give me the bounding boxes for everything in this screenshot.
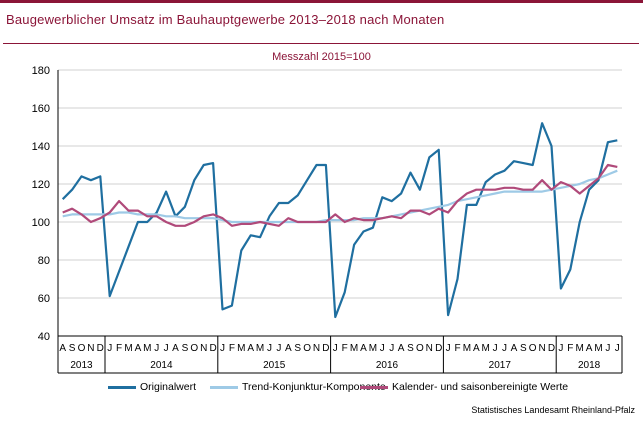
y-tick-label: 100 xyxy=(32,217,50,229)
x-tick-label: D xyxy=(209,343,216,354)
x-tick-label: F xyxy=(567,343,573,354)
x-tick-label: D xyxy=(548,343,555,354)
x-tick-label: A xyxy=(398,343,405,354)
x-tick-label: M xyxy=(482,343,490,354)
x-tick-label: J xyxy=(107,343,112,354)
x-tick-label: J xyxy=(380,343,385,354)
y-tick-label: 80 xyxy=(38,255,50,267)
x-tick-label: D xyxy=(322,343,329,354)
year-label: 2013 xyxy=(70,360,93,371)
series-line-1 xyxy=(62,169,618,224)
chart-title: Baugewerblicher Umsatz im Bauhauptgewerb… xyxy=(6,12,445,27)
x-tick-label: N xyxy=(313,343,320,354)
x-tick-label: J xyxy=(615,343,620,354)
x-tick-label: A xyxy=(247,343,254,354)
legend-item-original: Originalwert xyxy=(108,381,196,393)
x-tick-label: O xyxy=(529,343,537,354)
x-tick-label: A xyxy=(135,343,142,354)
x-tick-label: M xyxy=(237,343,245,354)
x-tick-label: J xyxy=(502,343,507,354)
x-tick-label: J xyxy=(446,343,451,354)
legend-label-trend: Trend-Konjunktur-Komponente xyxy=(242,381,386,393)
x-tick-label: M xyxy=(594,343,602,354)
x-tick-label: A xyxy=(59,343,66,354)
x-tick-label: F xyxy=(454,343,460,354)
x-tick-label: D xyxy=(97,343,104,354)
y-tick-label: 120 xyxy=(32,179,50,191)
y-tick-label: 40 xyxy=(38,331,50,343)
x-tick-label: O xyxy=(190,343,198,354)
legend-swatch-original xyxy=(108,385,136,389)
y-tick-label: 160 xyxy=(32,103,50,115)
x-tick-label: A xyxy=(473,343,480,354)
chart-frame xyxy=(3,43,639,399)
x-tick-label: N xyxy=(538,343,545,354)
x-tick-label: J xyxy=(605,343,610,354)
y-tick-label: 180 xyxy=(32,65,50,77)
y-tick-label: 60 xyxy=(38,293,50,305)
x-tick-label: M xyxy=(143,343,151,354)
legend-label-original: Originalwert xyxy=(140,381,197,393)
x-tick-label: M xyxy=(576,343,584,354)
x-tick-label: S xyxy=(520,343,527,354)
year-label: 2017 xyxy=(489,360,512,371)
x-tick-label: A xyxy=(511,343,518,354)
x-tick-label: A xyxy=(172,343,179,354)
x-tick-label: S xyxy=(182,343,189,354)
chart-subtitle: Messzahl 2015=100 xyxy=(272,51,371,63)
x-tick-label: J xyxy=(164,343,169,354)
x-tick-label: D xyxy=(435,343,442,354)
x-tick-label: M xyxy=(369,343,377,354)
x-tick-label: O xyxy=(416,343,424,354)
x-tick-label: O xyxy=(303,343,311,354)
x-tick-label: F xyxy=(229,343,235,354)
x-tick-label: J xyxy=(276,343,281,354)
x-tick-label: S xyxy=(69,343,76,354)
x-tick-label: J xyxy=(333,343,338,354)
x-tick-label: J xyxy=(220,343,225,354)
x-tick-label: J xyxy=(267,343,272,354)
series-line-2 xyxy=(62,163,618,227)
legend-label-adjusted: Kalender- und saisonbereinigte Werte xyxy=(392,381,569,393)
legend-swatch-trend xyxy=(210,385,238,389)
x-tick-label: J xyxy=(558,343,563,354)
legend-item-adjusted: Kalender- und saisonbereinigte Werte xyxy=(360,381,568,393)
year-label: 2014 xyxy=(150,360,173,371)
legend-item-trend: Trend-Konjunktur-Komponente xyxy=(210,381,386,393)
year-label: 2015 xyxy=(263,360,286,371)
legend-swatch-adjusted xyxy=(360,385,388,389)
x-tick-label: J xyxy=(493,343,498,354)
x-tick-label: M xyxy=(350,343,358,354)
x-tick-label: M xyxy=(256,343,264,354)
top-accent-line xyxy=(0,0,643,3)
x-tick-label: J xyxy=(389,343,394,354)
x-tick-label: F xyxy=(342,343,348,354)
x-tick-label: F xyxy=(116,343,122,354)
x-tick-label: A xyxy=(360,343,367,354)
year-label: 2018 xyxy=(578,360,601,371)
x-tick-label: N xyxy=(200,343,207,354)
x-tick-label: A xyxy=(285,343,292,354)
source-note: Statistisches Landesamt Rheinland-Pfalz xyxy=(471,405,635,415)
x-tick-label: A xyxy=(586,343,593,354)
x-tick-label: N xyxy=(426,343,433,354)
x-tick-label: O xyxy=(78,343,86,354)
x-tick-label: S xyxy=(294,343,301,354)
x-tick-label: S xyxy=(407,343,414,354)
x-tick-label: M xyxy=(124,343,132,354)
x-tick-label: N xyxy=(87,343,94,354)
x-tick-label: M xyxy=(463,343,471,354)
x-tick-label: J xyxy=(154,343,159,354)
y-tick-label: 140 xyxy=(32,141,50,153)
year-label: 2016 xyxy=(376,360,399,371)
